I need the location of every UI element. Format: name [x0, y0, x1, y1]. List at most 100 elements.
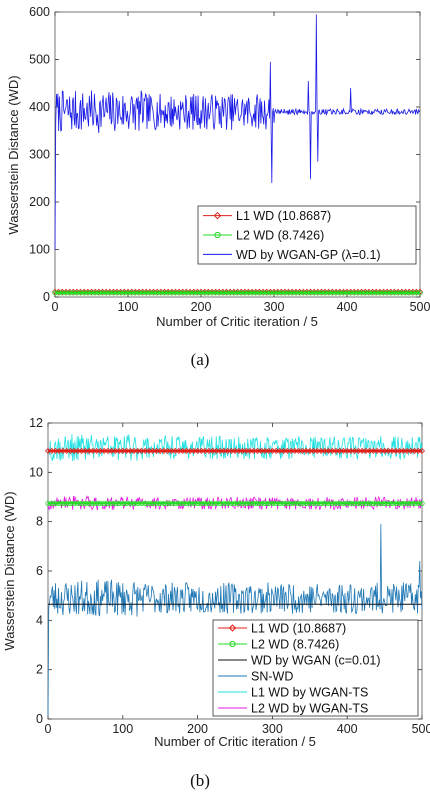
x-tick-label: 100	[118, 300, 139, 314]
caption-a: (a)	[191, 350, 210, 369]
series-marker	[49, 500, 55, 506]
series-marker	[161, 290, 168, 296]
series-marker	[180, 500, 186, 506]
series-marker	[251, 500, 257, 506]
series-marker	[120, 500, 126, 506]
series-marker	[205, 290, 211, 296]
x-tick-label: 500	[412, 722, 430, 736]
series-group-a	[51, 14, 424, 296]
series-marker	[81, 290, 87, 296]
legend-label: L2 WD by WGAN-TS	[251, 702, 368, 716]
series-marker	[183, 500, 189, 506]
series-marker	[300, 290, 306, 296]
series-marker	[60, 500, 66, 506]
y-tick-label: 300	[29, 148, 50, 162]
series-marker	[206, 500, 212, 506]
series-marker	[140, 290, 146, 296]
series-marker	[88, 290, 95, 296]
series-marker	[143, 290, 149, 296]
legend-b: L1 WD (10.8687) L2 WD (8.7426) WD by WGAN …	[212, 619, 419, 717]
legend-marker	[228, 624, 237, 632]
y-tick-label: 0	[43, 290, 50, 304]
series-marker	[138, 500, 145, 506]
axes-b: 0 100 200 300 400 500 0 2 4 6 8 10 12	[29, 416, 430, 736]
series-marker	[221, 500, 227, 506]
series-marker	[408, 500, 414, 506]
series-marker	[373, 290, 379, 296]
series-marker	[399, 290, 405, 296]
series-marker	[114, 290, 120, 296]
series-marker	[378, 500, 384, 506]
series-marker	[269, 500, 275, 506]
series-marker	[236, 500, 242, 506]
series-marker	[289, 290, 295, 296]
legend-label: WD by WGAN-GP (λ=0.1)	[236, 248, 381, 262]
x-tick-label: 200	[191, 300, 212, 314]
series-marker	[52, 500, 59, 506]
series-marker	[118, 290, 124, 296]
panel-a: 0 100 200 300 400 500 0 100 200 300 400 500 600 L1 W…	[6, 5, 430, 369]
y-tick-label: 2	[36, 663, 43, 677]
series-marker	[217, 500, 223, 506]
series-marker	[358, 290, 365, 296]
series-marker	[112, 500, 118, 506]
x-tick-label: 500	[410, 300, 430, 314]
series-marker	[220, 290, 226, 296]
series-marker	[355, 290, 361, 296]
series-marker	[116, 500, 122, 506]
series-marker	[131, 500, 137, 506]
y-tick-label: 200	[29, 195, 50, 209]
series-marker	[242, 290, 248, 296]
series-marker	[296, 290, 303, 296]
series-marker	[227, 290, 233, 296]
series-marker	[318, 500, 324, 506]
series-marker	[94, 500, 100, 506]
series-marker	[161, 500, 167, 506]
series-marker	[150, 290, 157, 296]
series-marker	[191, 290, 197, 296]
series-marker	[406, 290, 412, 296]
series-marker	[67, 500, 74, 506]
series-marker	[391, 290, 398, 296]
series-marker	[307, 500, 313, 506]
series-marker	[195, 500, 201, 506]
series-marker	[325, 500, 332, 506]
series-marker	[142, 500, 148, 506]
series-marker	[258, 500, 264, 506]
series-marker	[71, 500, 77, 506]
series-marker	[45, 500, 51, 506]
series-marker	[384, 290, 390, 296]
series-marker	[307, 290, 314, 296]
series-marker	[153, 500, 160, 506]
series-marker	[381, 500, 388, 506]
series-marker	[351, 290, 357, 296]
series-marker	[74, 290, 80, 296]
series-marker	[315, 290, 321, 296]
series-marker	[172, 500, 178, 506]
y-tick-label: 8	[36, 515, 43, 529]
series-marker	[326, 290, 332, 296]
series-marker	[96, 290, 102, 296]
series-marker	[260, 290, 266, 296]
series-marker	[318, 290, 325, 296]
series-marker	[165, 500, 171, 506]
series-marker	[418, 447, 426, 454]
series-marker	[299, 500, 305, 506]
series-marker	[247, 500, 253, 506]
x-tick-label: 200	[187, 722, 208, 736]
series-marker	[340, 290, 346, 296]
series-marker	[304, 290, 310, 296]
series-marker	[417, 290, 423, 296]
series-marker	[108, 500, 115, 506]
series-marker	[180, 290, 186, 296]
series-marker	[303, 500, 309, 506]
legend-label: L1 WD (10.8687)	[236, 209, 331, 223]
y-tick-label: 100	[29, 243, 50, 257]
legend-label: L1 WD (10.8687)	[251, 622, 346, 636]
series-marker	[129, 290, 135, 296]
series-marker	[231, 290, 237, 296]
series-marker	[329, 500, 335, 506]
series-marker	[63, 290, 69, 296]
series-marker	[264, 290, 270, 296]
series-marker	[377, 290, 383, 296]
